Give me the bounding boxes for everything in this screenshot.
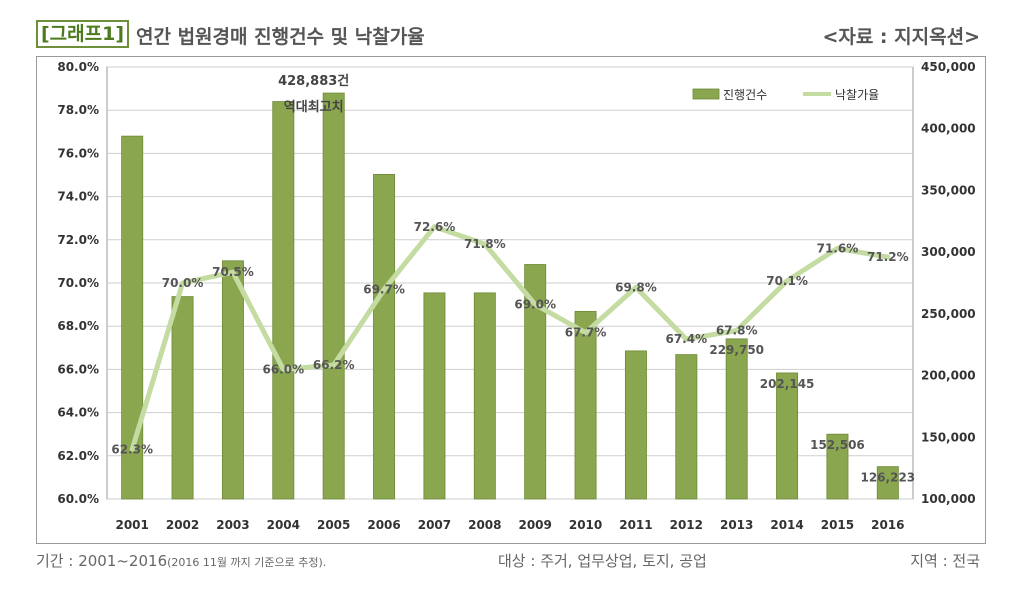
bar bbox=[826, 433, 849, 500]
chart-frame: 60.0% 62.0% 64.0% 66.0% 68.0% 70.0% 72.0% 74.0%… bbox=[36, 56, 986, 544]
bar-data-label: 229,750 bbox=[709, 343, 764, 357]
line-data-label: 66.2% bbox=[313, 358, 355, 372]
x-tick-label: 2002 bbox=[166, 518, 199, 532]
x-tick-label: 2006 bbox=[367, 518, 400, 532]
figure-badge: [그래프1] bbox=[36, 20, 130, 48]
left-tick-label: 66.0% bbox=[57, 362, 99, 376]
legend-bar-swatch bbox=[692, 88, 720, 100]
x-tick-label: 2011 bbox=[619, 518, 652, 532]
bar bbox=[876, 466, 899, 500]
left-tick-label: 68.0% bbox=[57, 319, 99, 333]
footer-period-note: (2016 11월 까지 기준으로 추정). bbox=[167, 556, 327, 569]
x-tick-label: 2005 bbox=[317, 518, 350, 532]
bar bbox=[423, 292, 446, 500]
footer-target: 대상 : 주거, 업무상업, 토지, 공업 bbox=[498, 552, 707, 570]
line-data-label: 71.2% bbox=[867, 250, 909, 264]
x-tick-label: 2008 bbox=[468, 518, 501, 532]
left-tick-label: 70.0% bbox=[57, 276, 99, 290]
footer-period: 기간 : 2001~2016(2016 11월 까지 기준으로 추정). bbox=[36, 550, 326, 571]
right-tick-label: 200,000 bbox=[921, 369, 976, 383]
line-data-label: 70.0% bbox=[162, 276, 204, 290]
legend-bar-label: 진행건수 bbox=[723, 87, 767, 102]
annotation-count: 428,883건 bbox=[278, 73, 349, 89]
left-tick-label: 76.0% bbox=[57, 146, 99, 160]
line-data-label: 69.0% bbox=[514, 298, 556, 312]
line-series bbox=[129, 224, 891, 452]
line-data-label: 71.8% bbox=[464, 237, 506, 251]
x-tick-label: 2010 bbox=[569, 518, 602, 532]
left-tick-label: 78.0% bbox=[57, 103, 99, 117]
x-tick-label: 2003 bbox=[216, 518, 249, 532]
line-data-label: 72.6% bbox=[414, 220, 456, 234]
line-data-label: 70.1% bbox=[766, 274, 808, 288]
bar-data-label: 152,506 bbox=[810, 438, 865, 452]
line-data-label: 67.4% bbox=[665, 332, 707, 346]
left-tick-label: 74.0% bbox=[57, 190, 99, 204]
x-tick-label: 2015 bbox=[821, 518, 854, 532]
bar-data-label: 202,145 bbox=[760, 377, 815, 391]
x-tick-label: 2004 bbox=[267, 518, 300, 532]
line-data-label: 62.3% bbox=[111, 442, 153, 456]
x-tick-label: 2012 bbox=[670, 518, 703, 532]
footer-period-text: 기간 : 2001~2016 bbox=[36, 552, 168, 570]
bar bbox=[725, 338, 748, 500]
bar bbox=[675, 354, 698, 500]
bar bbox=[373, 173, 396, 500]
line-data-label: 69.7% bbox=[363, 282, 405, 296]
bar bbox=[574, 310, 597, 500]
x-tick-label: 2013 bbox=[720, 518, 753, 532]
line-data-label: 67.8% bbox=[716, 324, 758, 338]
bar bbox=[473, 292, 496, 500]
right-tick-label: 400,000 bbox=[921, 122, 976, 136]
right-tick-label: 450,000 bbox=[921, 60, 976, 74]
chart-footer: 기간 : 2001~2016(2016 11월 까지 기준으로 추정). 대상 … bbox=[36, 548, 986, 578]
bar-data-label: 126,223 bbox=[860, 471, 915, 485]
combo-chart: 60.0% 62.0% 64.0% 66.0% 68.0% 70.0% 72.0% 74.0%… bbox=[57, 60, 976, 532]
legend-line-label: 낙찰가율 bbox=[835, 88, 879, 102]
chart-header: [그래프1] 연간 법원경매 진행건수 및 낙찰가율 <자료 : 지지옥션> bbox=[36, 14, 986, 54]
line-data-label: 66.0% bbox=[262, 362, 304, 376]
bar bbox=[322, 92, 345, 500]
left-tick-label: 64.0% bbox=[57, 406, 99, 420]
left-tick-label: 72.0% bbox=[57, 233, 99, 247]
x-tick-label: 2009 bbox=[518, 518, 551, 532]
bar bbox=[171, 296, 194, 500]
line-data-label: 71.6% bbox=[817, 241, 859, 255]
x-tick-label: 2001 bbox=[115, 518, 148, 532]
bar bbox=[624, 350, 647, 500]
bar bbox=[272, 101, 295, 500]
bar bbox=[121, 135, 144, 500]
annotation-note: 역대최고치 bbox=[284, 99, 344, 115]
source-label: <자료 : 지지옥션> bbox=[822, 26, 980, 48]
right-tick-label: 350,000 bbox=[921, 183, 976, 197]
left-tick-label: 80.0% bbox=[57, 60, 99, 74]
right-tick-label: 100,000 bbox=[921, 492, 976, 506]
right-tick-label: 300,000 bbox=[921, 245, 976, 259]
x-tick-label: 2007 bbox=[418, 518, 451, 532]
left-tick-label: 60.0% bbox=[57, 492, 99, 506]
line-data-label: 70.5% bbox=[212, 265, 254, 279]
line-data-label: 69.8% bbox=[615, 280, 657, 294]
footer-region: 지역 : 전국 bbox=[910, 552, 980, 570]
line-data-label: 67.7% bbox=[565, 326, 607, 340]
left-tick-label: 62.0% bbox=[57, 449, 99, 463]
x-tick-label: 2016 bbox=[871, 518, 904, 532]
right-tick-label: 150,000 bbox=[921, 430, 976, 444]
bar bbox=[221, 260, 244, 500]
chart-title: 연간 법원경매 진행건수 및 낙찰가율 bbox=[136, 26, 425, 48]
x-tick-label: 2014 bbox=[770, 518, 803, 532]
right-tick-label: 250,000 bbox=[921, 307, 976, 321]
bar bbox=[776, 372, 799, 500]
bar bbox=[524, 264, 547, 500]
